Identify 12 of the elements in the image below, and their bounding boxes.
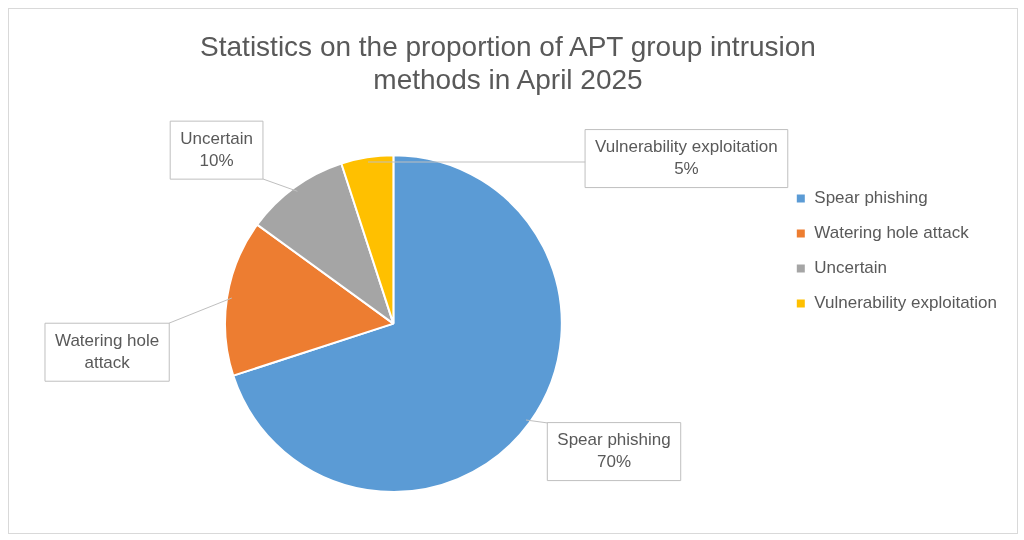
data-label: 5% [674,159,699,179]
data-label: 70% [596,452,632,472]
chart-title: Statistics on the proportion of APT group intrusion methods in April 2025 [200,30,816,96]
legend-label: Watering hole attack [814,223,970,243]
legend-label: Uncertain [814,258,888,278]
slice-label: Spear phishing [557,430,671,450]
slice-label: Vulnerability exploitation [595,137,778,157]
legend-label: Vulnerability exploitation [814,293,997,313]
slice-label: Watering hole attack [54,330,160,372]
data-label: 10% [199,150,234,170]
slice-label: Uncertain [180,128,253,148]
legend-label: Spear phishing [814,188,928,208]
